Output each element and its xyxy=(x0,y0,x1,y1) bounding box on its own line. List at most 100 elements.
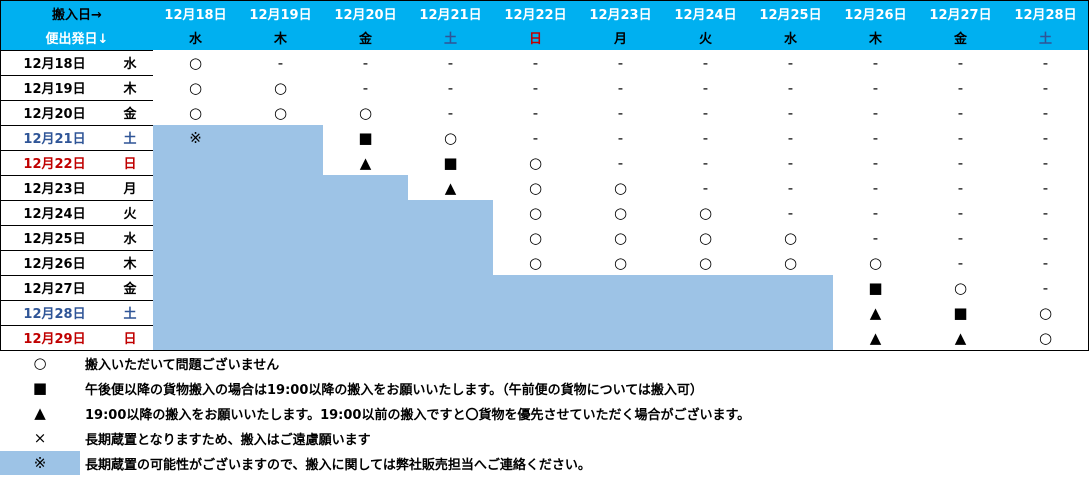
cell: - xyxy=(323,50,409,76)
cell xyxy=(663,275,749,301)
cell xyxy=(323,300,409,326)
cell xyxy=(493,325,579,351)
header-date: 12月20日 xyxy=(323,0,409,26)
row-date: 12月23日 xyxy=(0,175,108,201)
cell: - xyxy=(578,100,664,126)
cell: - xyxy=(918,175,1004,201)
cell xyxy=(408,325,494,351)
row-date: 12月21日 xyxy=(0,125,108,151)
header-weekday: 水 xyxy=(748,25,834,51)
row-weekday: 月 xyxy=(107,175,154,201)
cell: - xyxy=(748,175,834,201)
legend-symbol: × xyxy=(33,429,47,447)
cell xyxy=(153,250,239,276)
row-weekday: 金 xyxy=(107,275,154,301)
cell xyxy=(238,325,324,351)
cell xyxy=(153,150,239,176)
row-weekday: 土 xyxy=(107,125,154,151)
cell xyxy=(153,225,239,251)
cell: ○ xyxy=(493,175,579,201)
cell: ○ xyxy=(663,200,749,226)
cell: - xyxy=(833,150,919,176)
cell: ○ xyxy=(153,100,239,126)
cell: ▲ xyxy=(833,325,919,351)
cell: ■ xyxy=(408,150,494,176)
cell: ○ xyxy=(238,100,324,126)
cell: ○ xyxy=(833,250,919,276)
cell: ○ xyxy=(578,225,664,251)
header-weekday: 日 xyxy=(493,25,579,51)
header-date: 12月19日 xyxy=(238,0,324,26)
cell: - xyxy=(1003,175,1089,201)
header-date: 12月27日 xyxy=(918,0,1004,26)
cell: - xyxy=(663,100,749,126)
cell xyxy=(153,300,239,326)
cell xyxy=(408,300,494,326)
cell: ○ xyxy=(323,100,409,126)
row-weekday: 木 xyxy=(107,250,154,276)
cell xyxy=(238,300,324,326)
row-weekday: 日 xyxy=(107,325,154,351)
cell: - xyxy=(833,175,919,201)
row-weekday: 火 xyxy=(107,200,154,226)
header-date: 12月22日 xyxy=(493,0,579,26)
cell: - xyxy=(578,50,664,76)
cell: ※ xyxy=(153,125,239,151)
header-weekday: 水 xyxy=(153,25,239,51)
cell xyxy=(153,175,239,201)
cell xyxy=(238,200,324,226)
cell xyxy=(323,275,409,301)
cell: ○ xyxy=(748,225,834,251)
header-weekday: 木 xyxy=(238,25,324,51)
cell: - xyxy=(408,75,494,101)
cell: - xyxy=(833,200,919,226)
cell xyxy=(323,325,409,351)
row-weekday: 木 xyxy=(107,75,154,101)
cell xyxy=(238,125,324,151)
cell: - xyxy=(833,225,919,251)
header-weekday: 木 xyxy=(833,25,919,51)
cell: - xyxy=(663,150,749,176)
cell: - xyxy=(748,100,834,126)
cell xyxy=(238,250,324,276)
cell: ○ xyxy=(1003,300,1089,326)
row-date: 12月18日 xyxy=(0,50,108,76)
row-date: 12月28日 xyxy=(0,300,108,326)
row-date: 12月25日 xyxy=(0,225,108,251)
header-weekday: 土 xyxy=(1003,25,1089,51)
corner-top: 搬入日→ xyxy=(0,0,154,26)
row-weekday: 日 xyxy=(107,150,154,176)
cell: - xyxy=(1003,250,1089,276)
cell xyxy=(323,175,409,201)
cell xyxy=(238,275,324,301)
row-date: 12月26日 xyxy=(0,250,108,276)
corner-bottom: 便出発日↓ xyxy=(0,25,154,51)
cell: - xyxy=(748,75,834,101)
cell: ○ xyxy=(153,75,239,101)
cell: - xyxy=(1003,75,1089,101)
cell: - xyxy=(1003,150,1089,176)
cell: - xyxy=(1003,100,1089,126)
cell xyxy=(408,250,494,276)
cell: - xyxy=(1003,50,1089,76)
cell: - xyxy=(918,225,1004,251)
cell: - xyxy=(748,200,834,226)
cell: ○ xyxy=(153,50,239,76)
cell: ○ xyxy=(663,250,749,276)
legend-symbol: ○ xyxy=(33,354,47,372)
cell: - xyxy=(833,75,919,101)
cell: ○ xyxy=(238,75,324,101)
row-date: 12月20日 xyxy=(0,100,108,126)
cell xyxy=(153,200,239,226)
cell xyxy=(153,275,239,301)
cell: - xyxy=(918,250,1004,276)
header-weekday: 月 xyxy=(578,25,664,51)
cell: - xyxy=(833,125,919,151)
cell: - xyxy=(918,100,1004,126)
cell xyxy=(323,250,409,276)
cell: - xyxy=(748,50,834,76)
cell xyxy=(408,275,494,301)
cell xyxy=(323,225,409,251)
cell: ○ xyxy=(493,200,579,226)
cell: - xyxy=(493,125,579,151)
